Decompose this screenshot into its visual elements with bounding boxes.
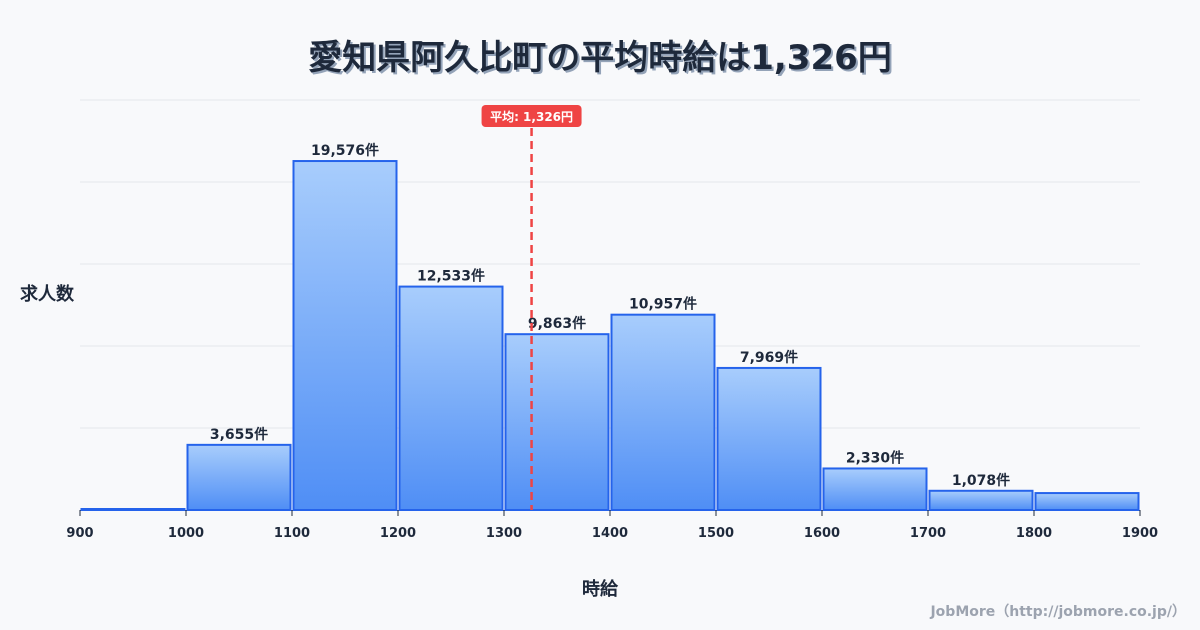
average-badge-label: 平均: 1,326円 bbox=[490, 109, 573, 124]
x-axis: 900 1000 1100 1200 1300 1400 1500 1600 1700 1800 1… bbox=[66, 510, 1158, 541]
bar-value-label: 1,078件 bbox=[952, 472, 1010, 489]
source-credit: JobMore（http://jobmore.co.jp/） bbox=[930, 604, 1186, 620]
histogram-bar bbox=[716, 366, 822, 511]
histogram-bar bbox=[186, 443, 292, 511]
bar-value-label: 2,330件 bbox=[846, 449, 904, 466]
y-axis-label: 求人数 bbox=[20, 284, 74, 305]
x-tick-label: 1500 bbox=[698, 526, 734, 541]
x-tick-label: 1600 bbox=[804, 526, 840, 541]
x-tick-label: 1100 bbox=[274, 526, 310, 541]
bar-value-label: 3,655件 bbox=[210, 426, 268, 443]
histogram-bar bbox=[1034, 492, 1140, 511]
x-tick-label: 900 bbox=[66, 526, 93, 541]
x-tick-label: 1700 bbox=[910, 526, 946, 541]
bar-value-label: 7,969件 bbox=[740, 349, 798, 366]
x-tick-label: 1800 bbox=[1016, 526, 1052, 541]
x-tick-label: 1900 bbox=[1122, 526, 1158, 541]
bar-value-label: 10,957件 bbox=[629, 296, 697, 313]
x-tick-label: 1200 bbox=[380, 526, 416, 541]
x-tick-label: 1400 bbox=[592, 526, 628, 541]
x-tick-label: 1300 bbox=[486, 526, 522, 541]
x-tick-label: 1000 bbox=[168, 526, 204, 541]
histogram-bar bbox=[504, 333, 610, 511]
bar-value-label: 19,576件 bbox=[311, 142, 379, 159]
histogram-bar bbox=[398, 285, 504, 512]
chart-title: 愛知県阿久比町の平均時給は1,326円 bbox=[308, 38, 892, 78]
bar-value-label: 12,533件 bbox=[417, 268, 485, 285]
gridlines bbox=[80, 99, 1140, 429]
histogram-bar bbox=[80, 508, 186, 511]
histogram-bar bbox=[822, 467, 928, 511]
average-line: 平均: 1,326円 bbox=[481, 105, 582, 510]
average-badge bbox=[481, 105, 582, 127]
histogram-bar bbox=[928, 489, 1034, 511]
bar-value-label: 9,863件 bbox=[528, 315, 586, 332]
bars: 3,655件 19,576件 12,533件 9,863件 10,957件 7,969件 2… bbox=[80, 142, 1140, 512]
x-axis-label: 時給 bbox=[582, 579, 618, 600]
histogram-bar bbox=[610, 313, 716, 511]
histogram-bar bbox=[292, 160, 398, 511]
